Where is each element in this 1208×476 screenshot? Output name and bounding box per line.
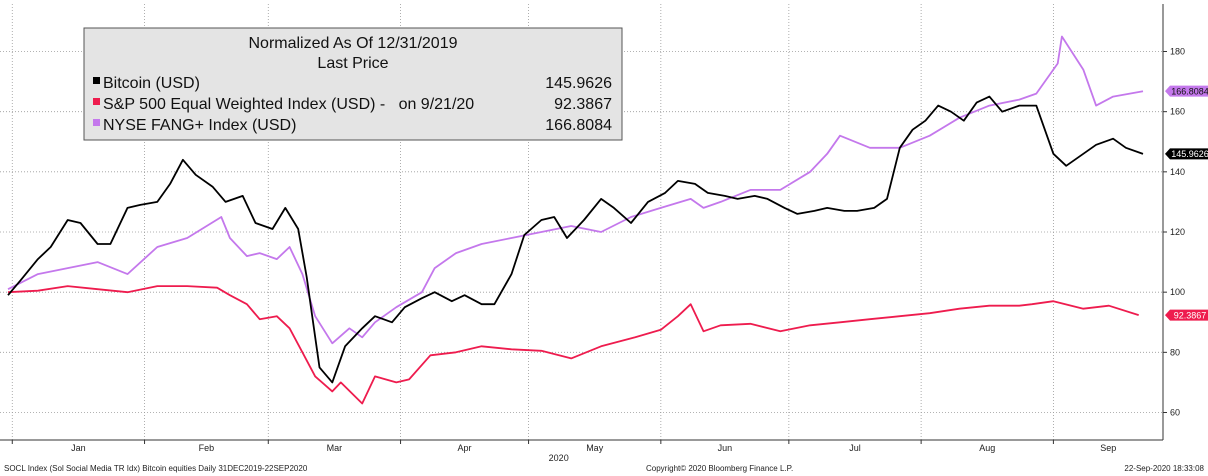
tag-shape xyxy=(1165,85,1208,97)
tag-label: 92.3867 xyxy=(1174,310,1207,320)
x-tick-label: Jun xyxy=(718,443,733,453)
y-tick-label: 160 xyxy=(1170,107,1185,117)
x-tick-label: Mar xyxy=(327,443,343,453)
legend-value-sp500: 92.3867 xyxy=(554,96,612,113)
x-tick-label: Feb xyxy=(199,443,215,453)
x-tick-label: May xyxy=(586,443,604,453)
series-line-0 xyxy=(7,95,1144,384)
series-line-2 xyxy=(7,35,1144,345)
legend-swatch-bitcoin xyxy=(93,77,100,84)
y-tick-label: 60 xyxy=(1170,408,1180,418)
series-line-1 xyxy=(7,285,1139,405)
x-tick-label: Jan xyxy=(71,443,86,453)
tag-shape xyxy=(1165,148,1208,160)
legend-value-bitcoin: 145.9626 xyxy=(545,75,612,92)
axis-layer: 60 80 100 120 140 160 180 Jan Feb Mar Apr May Jun Jul… xyxy=(0,4,1185,463)
legend-swatch-sp500 xyxy=(93,98,100,105)
legend: Normalized As Of 12/31/2019 Last Price B… xyxy=(83,27,623,141)
x-tick-label: Jul xyxy=(849,443,861,453)
tag-label: 166.8084 xyxy=(1171,86,1208,96)
tag-label: 145.9626 xyxy=(1171,149,1208,159)
x-tick-label: Apr xyxy=(458,443,472,453)
chart-title: Normalized As Of 12/31/2019 xyxy=(248,35,457,52)
legend-label-sp500: S&P 500 Equal Weighted Index (USD) - on … xyxy=(103,96,474,113)
x-tick-label: Sep xyxy=(1100,443,1116,453)
legend-label-bitcoin: Bitcoin (USD) xyxy=(103,75,200,92)
legend-box xyxy=(83,27,623,141)
footer-left: SOCL Index (Sol Social Media TR Idx) Bit… xyxy=(4,464,308,473)
last-value-tags: 145.9626 92.3867 166.8084 xyxy=(1165,85,1208,321)
y-tick-label: 80 xyxy=(1170,347,1180,357)
tag-shape xyxy=(1165,309,1208,321)
y-tick-label: 140 xyxy=(1170,167,1185,177)
y-tick-label: 180 xyxy=(1170,47,1185,57)
x-year-label: 2020 xyxy=(549,453,569,463)
footer-right: 22-Sep-2020 18:33:08 xyxy=(1124,464,1204,473)
last-value-tag-2: 166.8084 xyxy=(1165,85,1208,97)
x-tick-label: Aug xyxy=(979,443,995,453)
y-tick-label: 100 xyxy=(1170,287,1185,297)
footer-center: Copyright© 2020 Bloomberg Finance L.P. xyxy=(646,464,793,473)
legend-value-fang: 166.8084 xyxy=(545,117,612,134)
last-value-tag-1: 92.3867 xyxy=(1165,309,1208,321)
last-value-tag-0: 145.9626 xyxy=(1165,148,1208,160)
legend-label-fang: NYSE FANG+ Index (USD) xyxy=(103,117,296,134)
y-tick-label: 120 xyxy=(1170,227,1185,237)
legend-swatch-fang xyxy=(93,119,100,126)
series-layer xyxy=(7,35,1144,405)
chart-subtitle: Last Price xyxy=(317,55,388,72)
